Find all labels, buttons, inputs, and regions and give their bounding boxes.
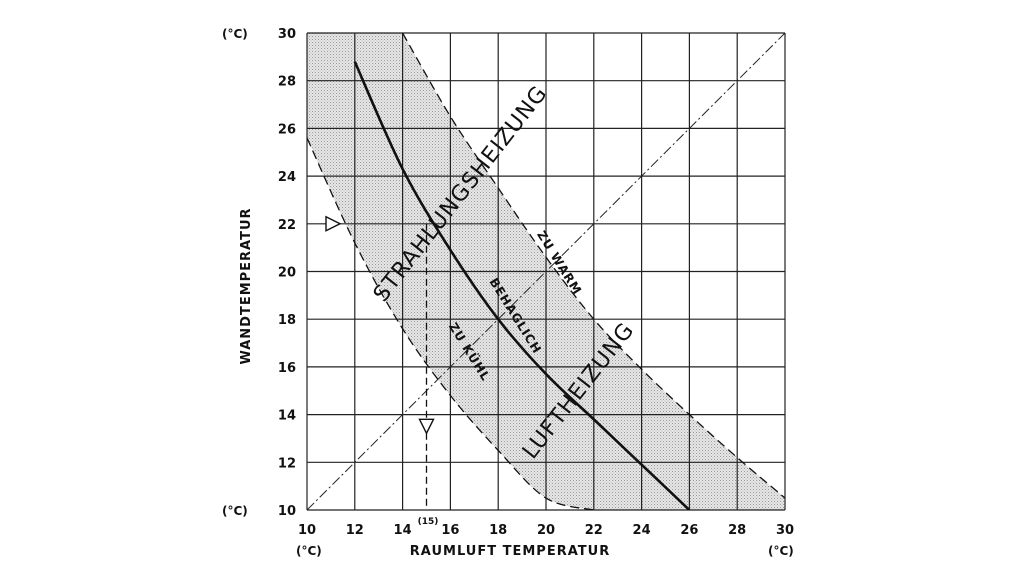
x-unit-left: (°C) [296,544,322,558]
x-tick-label: 30 [776,523,794,538]
series-diagonal-reference [307,33,785,510]
x-tick-label: 20 [537,523,555,538]
y-tick-label: 24 [278,170,296,185]
y-axis-title: WANDTEMPERATUR [239,207,254,364]
x-axis-title: RAUMLUFT TEMPERATUR [410,544,610,559]
x-tick-label: 24 [633,523,651,538]
x-tick-label: 26 [680,523,698,538]
y-unit-bottom: (°C) [222,504,248,518]
y-tick-label: 14 [278,409,296,424]
x-tick-label: 10 [298,523,316,538]
x-tick-label: 22 [585,523,603,538]
series-zu-kuehl-line [307,137,594,510]
y-tick-label: 30 [278,27,296,42]
y-tick-label: 28 [278,75,296,90]
x-tick-label: 12 [346,523,364,538]
x-tick-label: 16 [441,523,459,538]
x-tick-label: 18 [489,523,507,538]
annotation-15: (15) [418,517,439,527]
example-wall-arrow-marker [325,215,342,232]
y-tick-label: 12 [278,456,296,471]
example-air-arrow-marker [418,418,435,435]
y-tick-label: 26 [278,122,296,137]
x-tick-label: 28 [728,523,746,538]
series-zu-warm-line [402,33,785,499]
y-tick-label: 22 [278,218,296,233]
y-tick-label: 16 [278,361,296,376]
x-tick-label: 14 [394,523,412,538]
y-tick-label: 10 [278,504,296,519]
x-unit-right: (°C) [768,544,794,558]
y-tick-label: 20 [278,266,296,281]
y-unit-top: (°C) [222,27,248,41]
series-behaglich-line [353,61,691,510]
y-tick-label: 18 [278,313,296,328]
